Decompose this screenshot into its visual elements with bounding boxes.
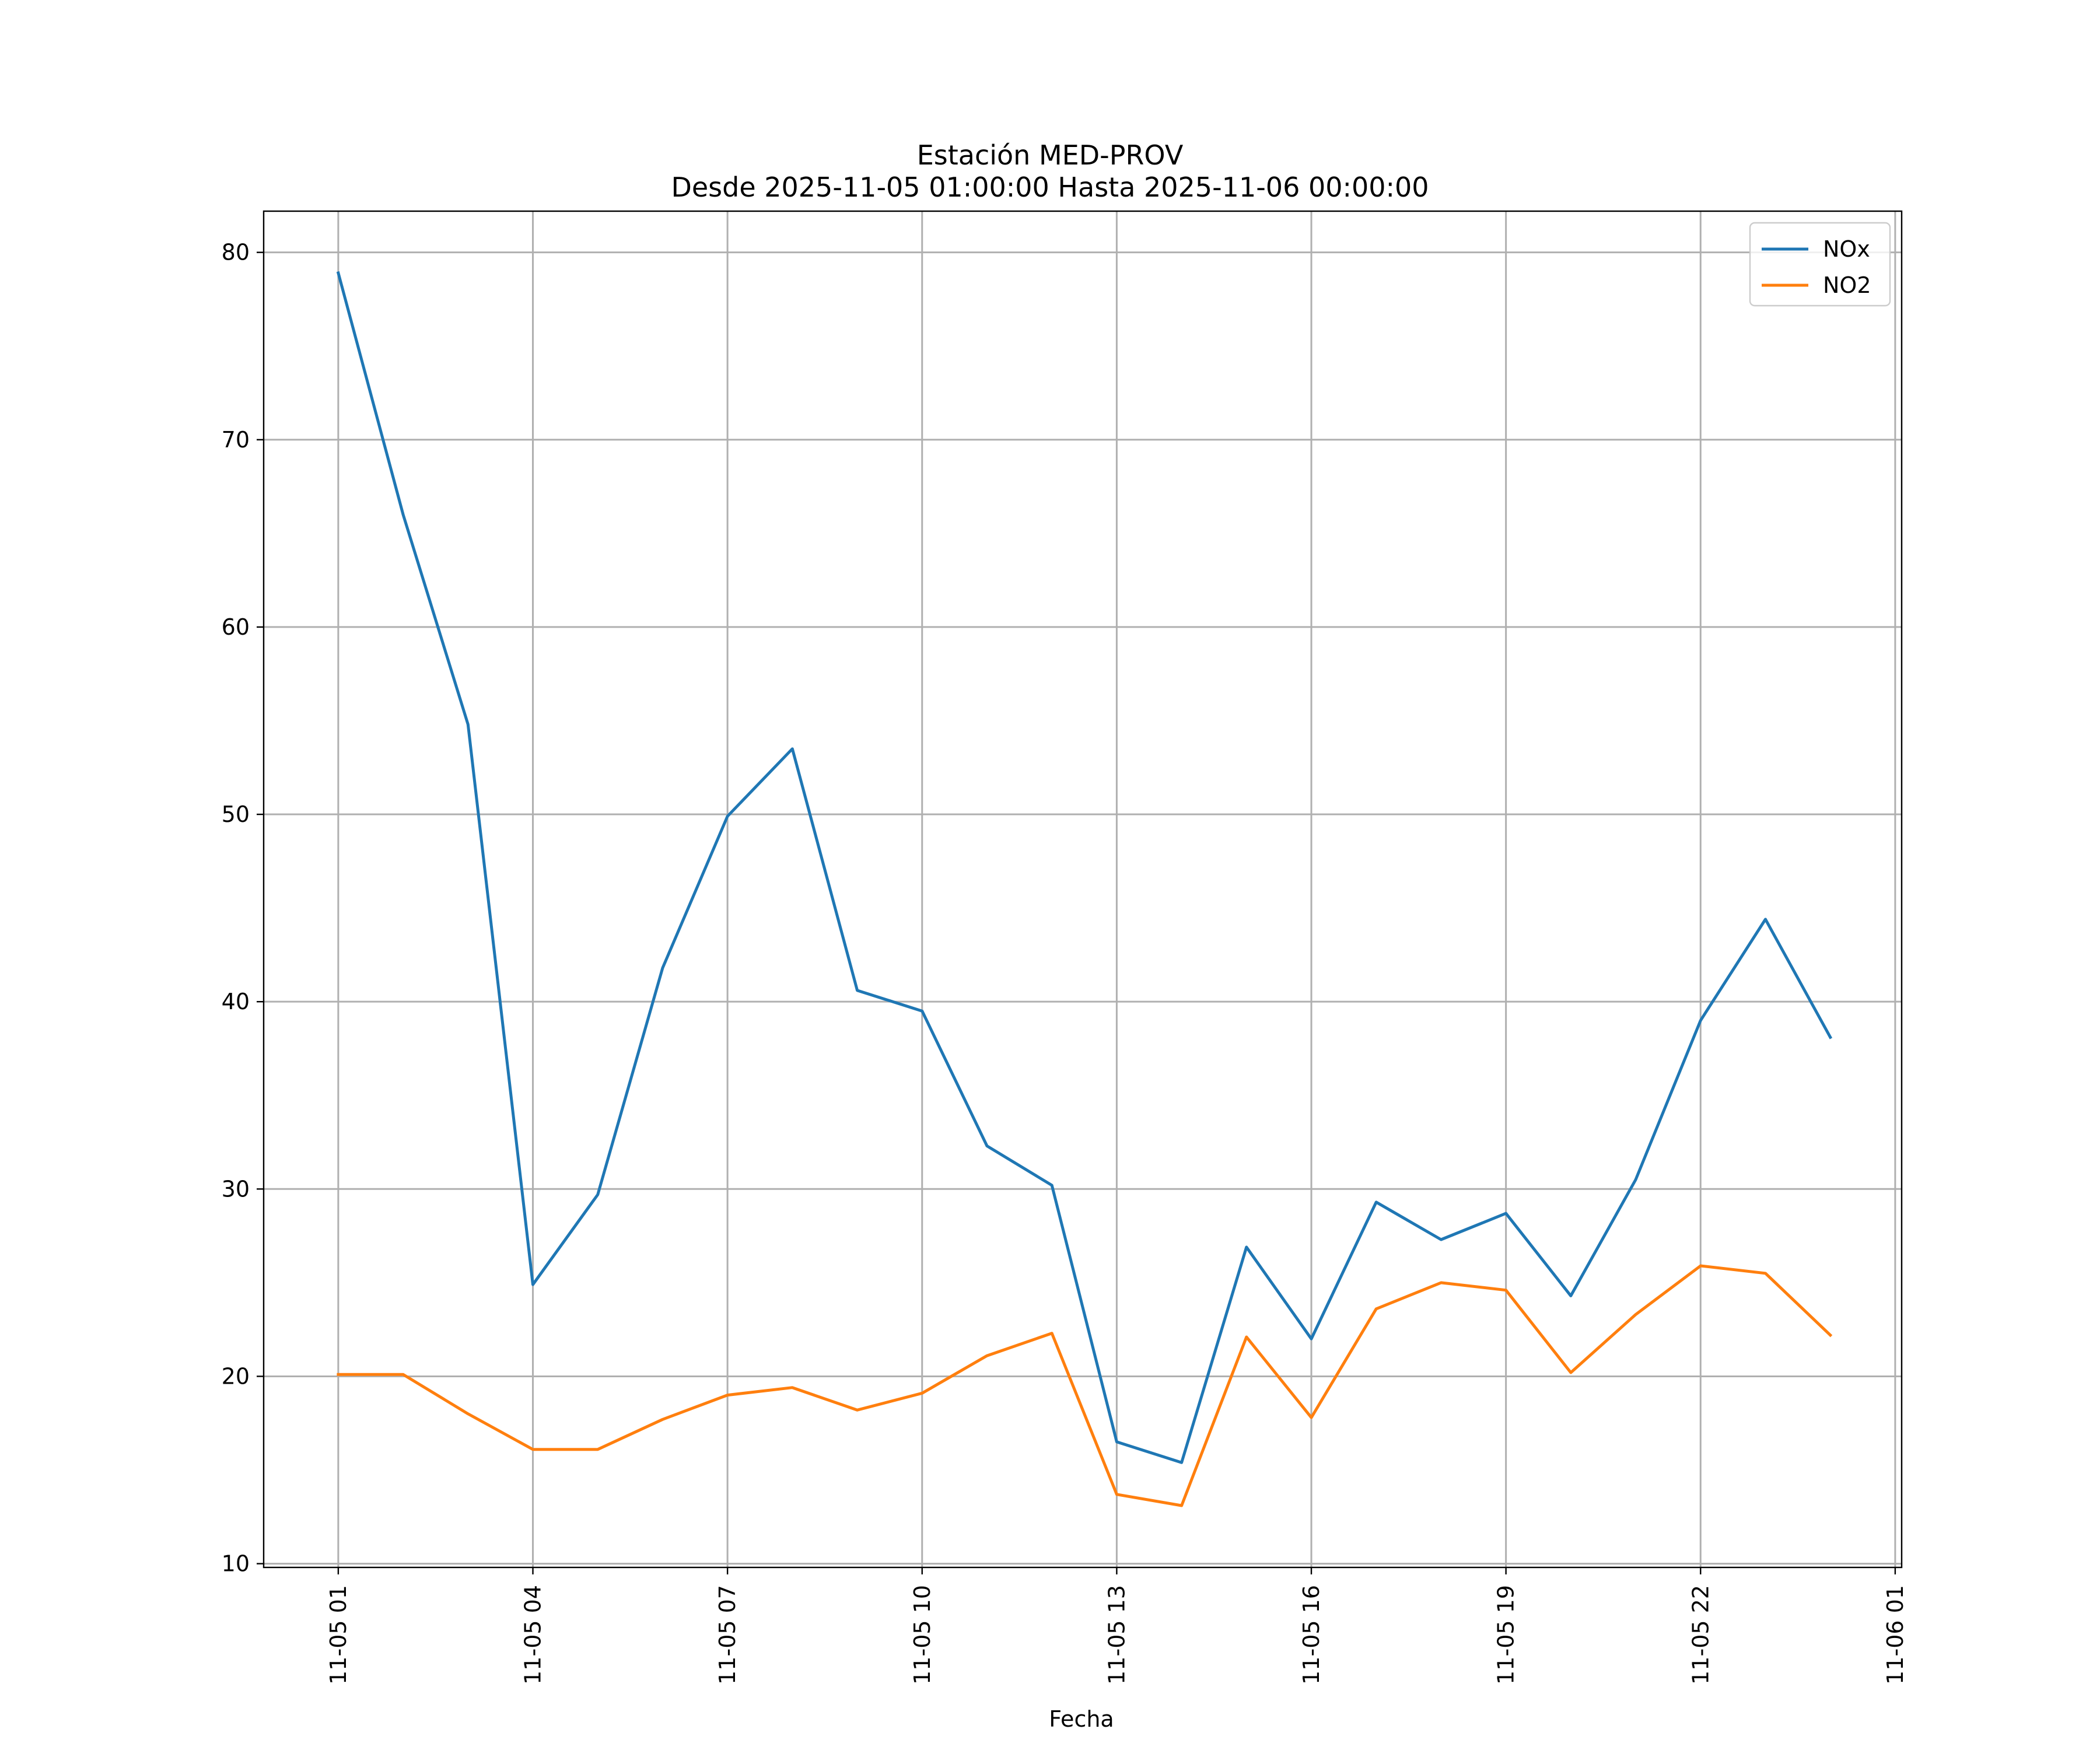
x-tick-label: 11-05 04 bbox=[520, 1585, 546, 1685]
x-tick-label: 11-05 01 bbox=[326, 1585, 351, 1685]
grid bbox=[264, 211, 1902, 1567]
y-tick-label: 30 bbox=[222, 1176, 250, 1202]
x-tick-label: 11-05 07 bbox=[715, 1585, 740, 1685]
y-tick-label: 20 bbox=[222, 1363, 250, 1389]
legend-label-no2: NO2 bbox=[1823, 272, 1871, 298]
x-tick-label: 11-05 22 bbox=[1688, 1585, 1713, 1685]
x-axis-label: Fecha bbox=[1049, 1706, 1114, 1732]
y-tick-label: 10 bbox=[222, 1551, 250, 1577]
y-axis-ticks: 10 20 30 40 50 60 70 80 bbox=[222, 240, 264, 1577]
x-tick-label: 11-05 16 bbox=[1298, 1585, 1324, 1685]
x-tick-label: 11-06 01 bbox=[1882, 1585, 1908, 1685]
legend-label-nox: NOx bbox=[1823, 236, 1870, 262]
x-tick-label: 11-05 10 bbox=[909, 1585, 935, 1685]
y-tick-label: 70 bbox=[222, 427, 250, 453]
series-line-no2 bbox=[337, 1264, 1833, 1507]
y-tick-label: 50 bbox=[222, 802, 250, 827]
x-tick-label: 11-05 13 bbox=[1104, 1585, 1129, 1685]
y-tick-label: 40 bbox=[222, 989, 250, 1014]
plot-frame bbox=[262, 210, 1903, 1569]
series-line-nox bbox=[336, 271, 1833, 1464]
series-lines bbox=[336, 271, 1833, 1507]
x-axis-ticks: 11-05 01 11-05 04 11-05 07 11-05 10 11-05 13… bbox=[326, 1567, 1908, 1685]
chart-subtitle: Desde 2025-11-05 01:00:00 Hasta 2025-11-… bbox=[671, 172, 1429, 203]
x-tick-label: 11-05 19 bbox=[1493, 1585, 1519, 1685]
y-tick-label: 60 bbox=[222, 614, 250, 640]
y-tick-label: 80 bbox=[222, 240, 250, 265]
legend: NOx NO2 bbox=[1749, 222, 1891, 307]
chart-title: Estación MED-PROV bbox=[917, 139, 1184, 171]
